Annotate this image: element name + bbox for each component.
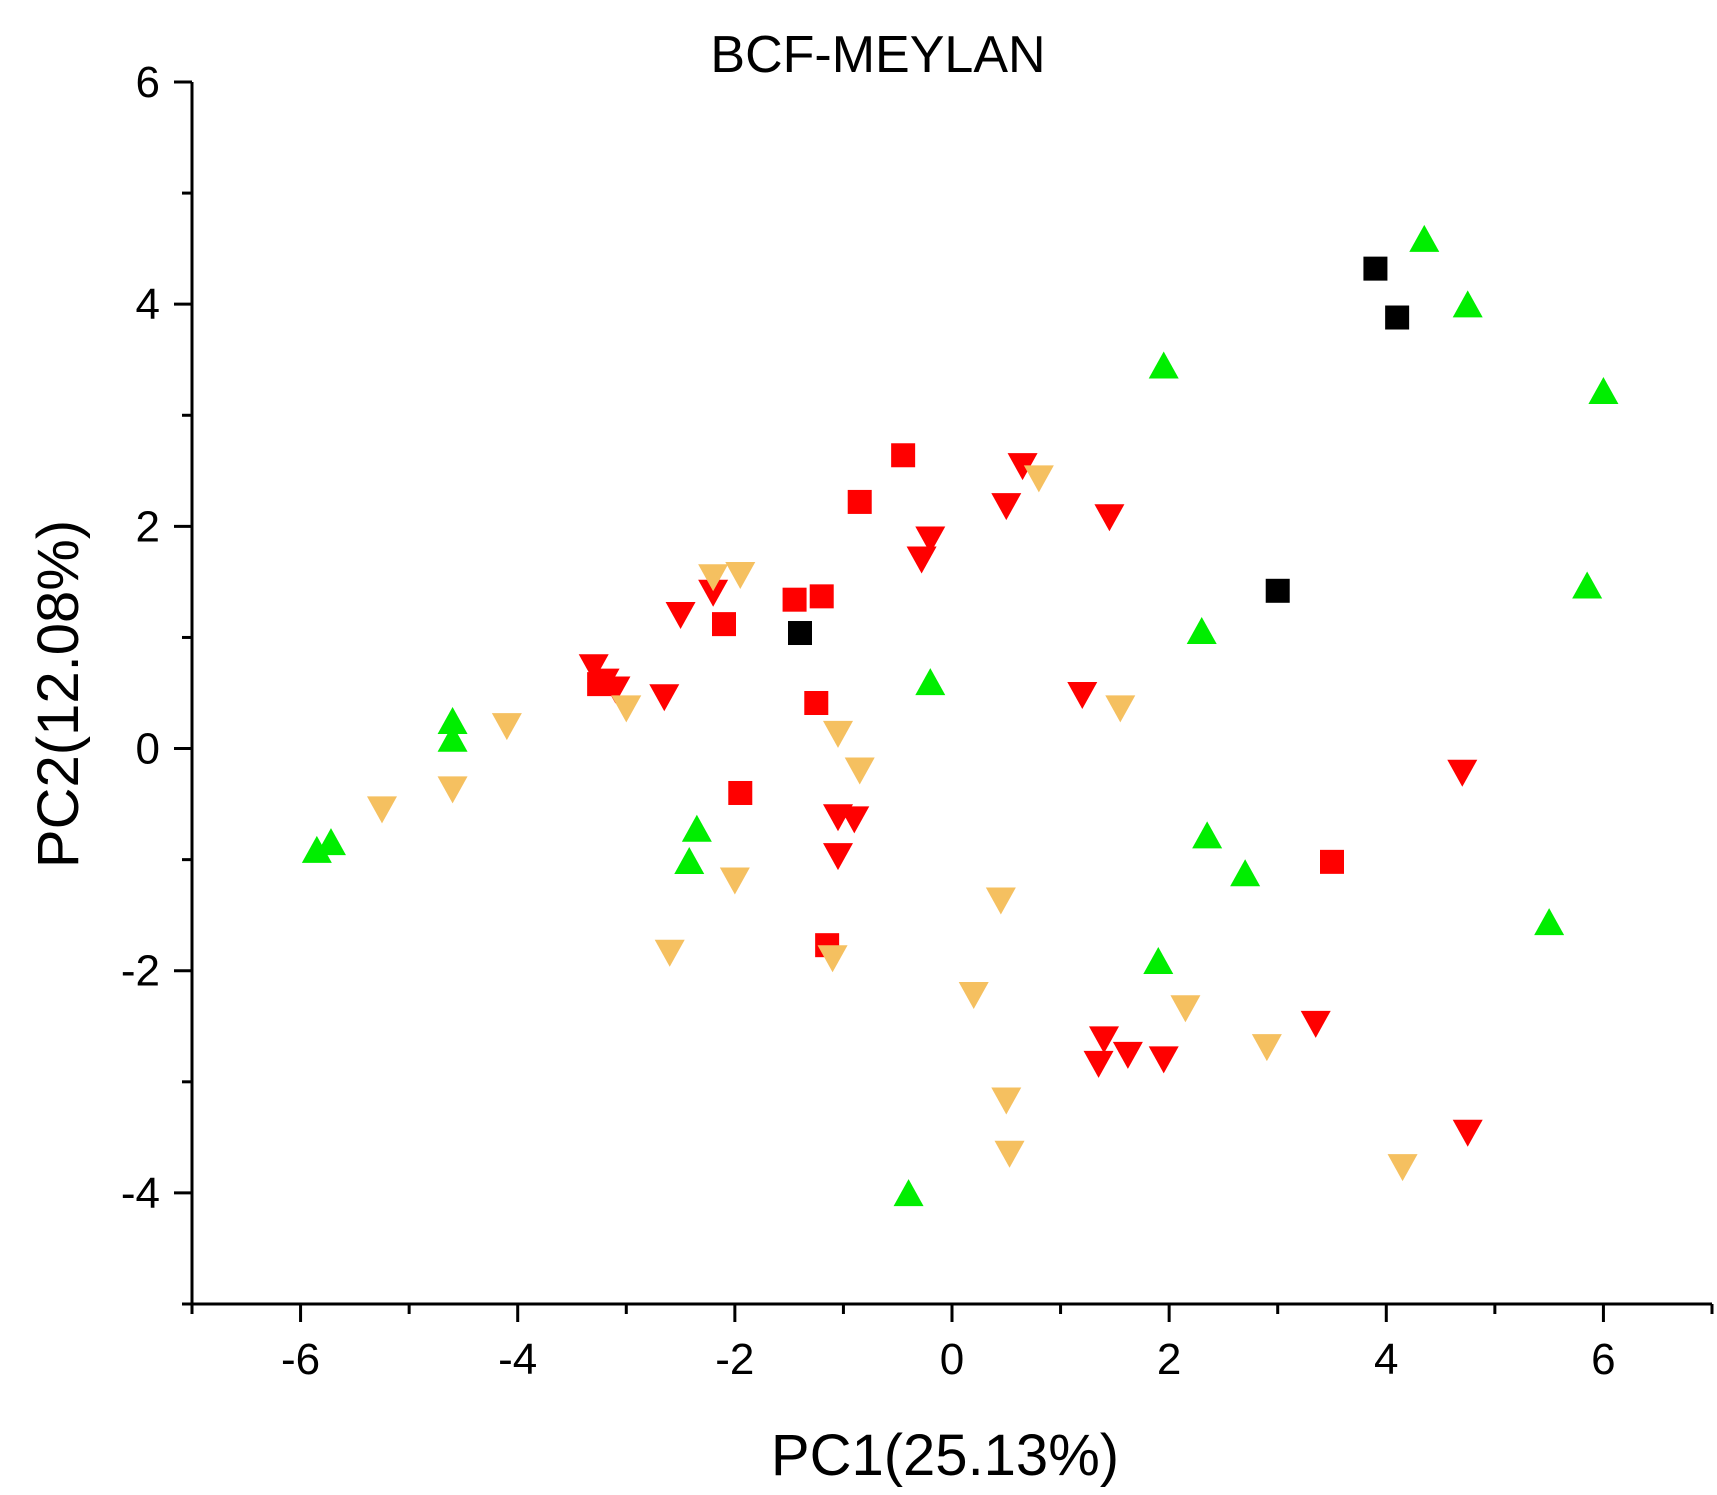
x-tick-label: 6 [1591, 1335, 1615, 1384]
red-triangle-down-point [1447, 759, 1478, 787]
orange-triangle-down-point [725, 562, 756, 590]
red-square-point [891, 443, 916, 468]
red-square-point [728, 780, 753, 805]
red-triangle-down-point [1452, 1119, 1483, 1147]
orange-triangle-down-point [991, 1087, 1022, 1115]
red-square-point [712, 612, 736, 637]
orange-triangle-down-point [823, 720, 853, 748]
black-square-point [1385, 305, 1410, 330]
green-triangle-up-point [301, 835, 332, 863]
y-axis-title: PC2(12.08%) [26, 520, 91, 868]
orange-triangle-down-point [1387, 1154, 1418, 1182]
x-tick-label: -2 [715, 1335, 754, 1384]
green-triangle-up-point [1230, 859, 1261, 887]
red-triangle-down-point [1094, 504, 1125, 532]
green-triangle-up-point [437, 724, 468, 752]
orange-triangle-down-point [367, 796, 397, 824]
green-triangle-up-point [1588, 377, 1619, 405]
orange-triangle-down-point [994, 1140, 1025, 1168]
green-triangle-up-point [437, 706, 468, 734]
green-triangle-up-point [1572, 571, 1603, 599]
orange-triangle-down-point [1023, 465, 1054, 493]
orange-triangle-down-point [985, 887, 1016, 915]
red-square-point [1320, 849, 1344, 874]
axis-tick-labels: -6 -4 -2 0 2 4 6 -4 -2 0 2 4 6 [121, 58, 1616, 1384]
x-tick-label: 0 [940, 1335, 964, 1384]
green-triangle-up-point [1148, 351, 1179, 379]
orange-triangle-down-point [437, 776, 468, 804]
x-tick-label: -4 [498, 1335, 537, 1384]
red-square-point [847, 489, 872, 514]
green-triangle-up-point [1192, 821, 1223, 849]
green-triangle-up-point [893, 1179, 924, 1207]
orange-triangle-down-point [654, 939, 685, 967]
axis-ticks [174, 80, 1714, 1322]
y-tick-label: -2 [121, 947, 160, 996]
green-triangle-up-point [1409, 224, 1440, 252]
y-tick-label: -4 [121, 1169, 160, 1218]
y-tick-label: 0 [136, 725, 160, 774]
red-triangle-down-point [1083, 1050, 1114, 1078]
red-triangle-down-point [823, 843, 853, 871]
y-tick-label: 2 [136, 502, 160, 551]
red-triangle-down-point [1112, 1041, 1143, 1069]
red-triangle-down-point [1089, 1026, 1119, 1054]
orange-triangle-down-point [1251, 1034, 1282, 1062]
orange-triangle-down-point [844, 757, 875, 785]
orange-triangle-down-point [1105, 695, 1136, 723]
green-triangle-up-point [674, 846, 705, 874]
red-triangle-down-point [906, 546, 937, 574]
orange-triangle-down-point [958, 981, 989, 1009]
black-square-point [1363, 256, 1388, 281]
green-triangle-up-point [681, 814, 712, 842]
orange-triangle-down-point [698, 564, 729, 592]
red-triangle-down-point [915, 526, 946, 554]
x-tick-label: -6 [281, 1335, 320, 1384]
orange-triangle-down-point [491, 713, 522, 741]
black-square-point [1265, 578, 1290, 603]
red-triangle-down-point [1007, 453, 1038, 481]
red-triangle-down-point [665, 602, 696, 630]
red-triangle-down-point [1148, 1046, 1179, 1074]
red-triangle-down-point [839, 806, 870, 834]
red-triangle-down-point [600, 676, 631, 704]
green-triangle-up-point [315, 828, 346, 856]
orange-triangle-down-point [611, 695, 642, 723]
red-triangle-down-point [698, 579, 729, 607]
red-triangle-down-point [1067, 682, 1098, 709]
red-triangle-down-point [991, 493, 1022, 521]
red-square-point [804, 690, 829, 715]
x-tick-label: 4 [1374, 1335, 1398, 1384]
black-square-point [788, 621, 812, 646]
orange-triangle-down-point [817, 945, 848, 973]
red-square-point [809, 584, 834, 609]
green-triangle-up-point [915, 668, 946, 696]
green-triangle-up-point [1143, 946, 1174, 974]
green-triangle-up-point [1452, 290, 1483, 318]
orange-triangle-down-point [1170, 995, 1201, 1023]
red-square-point [782, 587, 807, 612]
red-triangle-down-point [1300, 1010, 1331, 1038]
data-points [301, 224, 1619, 1207]
chart-title: BCF-MEYLAN [710, 26, 1045, 84]
x-axis-title: PC1(25.13%) [771, 1423, 1119, 1488]
orange-triangle-down-point [719, 867, 750, 895]
green-triangle-up-point [1534, 908, 1565, 936]
x-tick-label: 2 [1157, 1335, 1181, 1384]
red-triangle-down-point [649, 684, 680, 712]
y-tick-label: 6 [136, 58, 160, 107]
green-triangle-up-point [1186, 617, 1217, 645]
y-tick-label: 4 [136, 280, 160, 329]
red-triangle-down-point [578, 654, 609, 682]
